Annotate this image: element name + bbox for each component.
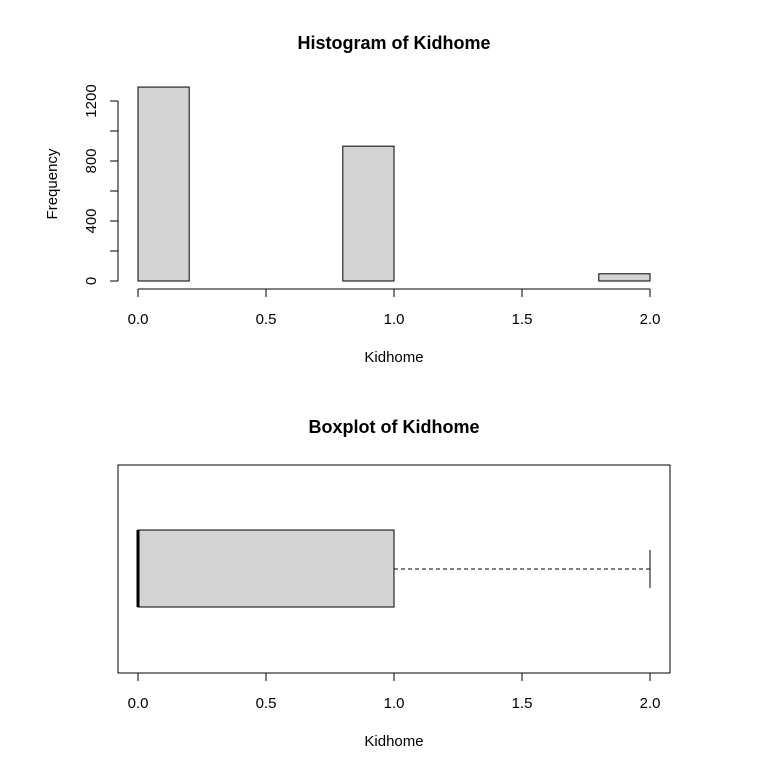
histogram-bar <box>598 273 651 282</box>
histogram-title: Histogram of Kidhome <box>297 33 490 53</box>
histogram-panel: Histogram of Kidhome Kidhome Frequency 0… <box>44 33 660 366</box>
histogram-bar <box>137 86 190 282</box>
boxplot-x-tick-label: 0.0 <box>128 695 149 712</box>
histogram-y-tick-label: 1200 <box>83 84 100 117</box>
boxplot-x-tick-label: 1.5 <box>512 695 533 712</box>
histogram-x-tick-label: 1.0 <box>384 311 405 328</box>
boxplot-x-tick-label: 2.0 <box>640 695 661 712</box>
boxplot-x-tick-label: 1.0 <box>384 695 405 712</box>
histogram-x-axis-label: Kidhome <box>364 349 423 366</box>
boxplot-panel: Boxplot of Kidhome 0.0 0.5 1.0 1.5 2.0 Kidho… <box>117 417 671 750</box>
boxplot-box <box>137 529 395 608</box>
histogram-bars <box>137 86 651 282</box>
boxplot-title: Boxplot of Kidhome <box>309 417 480 437</box>
boxplot-x-tick-label: 0.5 <box>256 695 277 712</box>
histogram-y-tick-label: 400 <box>83 208 100 233</box>
histogram-y-tick-label: 800 <box>83 148 100 173</box>
histogram-y-axis-label: Frequency <box>44 148 61 219</box>
histogram-bar <box>342 145 395 282</box>
histogram-x-axis: 0.0 0.5 1.0 1.5 2.0 <box>128 288 661 328</box>
boxplot-x-axis: 0.0 0.5 1.0 1.5 2.0 <box>128 673 661 712</box>
histogram-x-tick-label: 2.0 <box>640 311 661 328</box>
histogram-y-axis: 0 400 800 1200 <box>83 84 119 285</box>
histogram-x-tick-label: 0.5 <box>256 311 277 328</box>
histogram-x-tick-label: 0.0 <box>128 311 149 328</box>
histogram-y-tick-label: 0 <box>83 277 100 285</box>
boxplot-marks <box>136 529 651 608</box>
boxplot-x-axis-label: Kidhome <box>364 733 423 750</box>
histogram-x-tick-label: 1.5 <box>512 311 533 328</box>
